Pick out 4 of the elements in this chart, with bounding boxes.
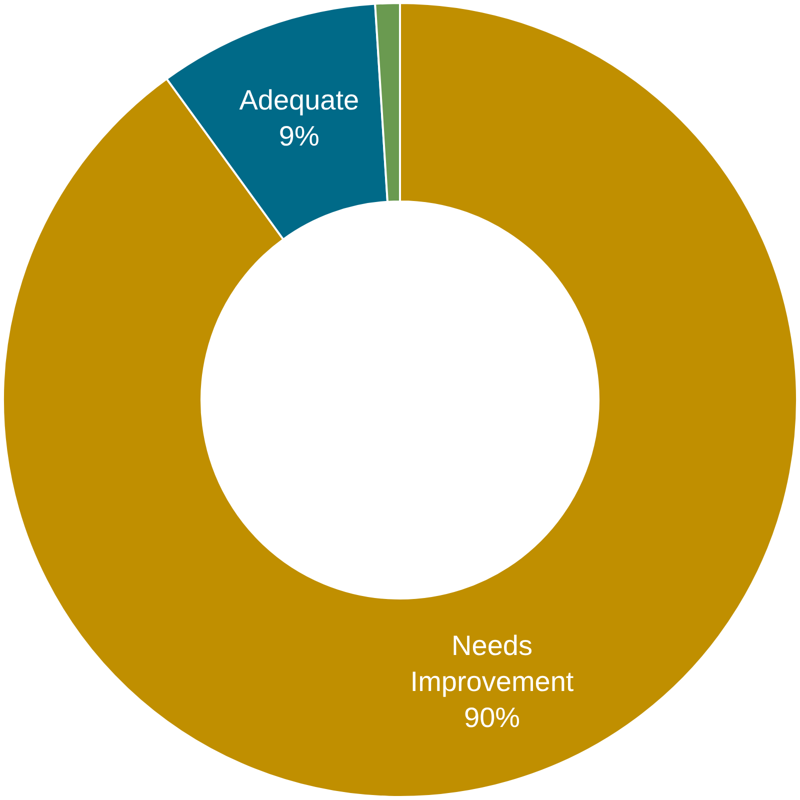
- data-label: 90%: [464, 702, 520, 733]
- slice-label: Needs Improvement: [410, 630, 574, 697]
- data-label: 9%: [278, 120, 320, 152]
- slice-label: Adequate: [239, 84, 360, 116]
